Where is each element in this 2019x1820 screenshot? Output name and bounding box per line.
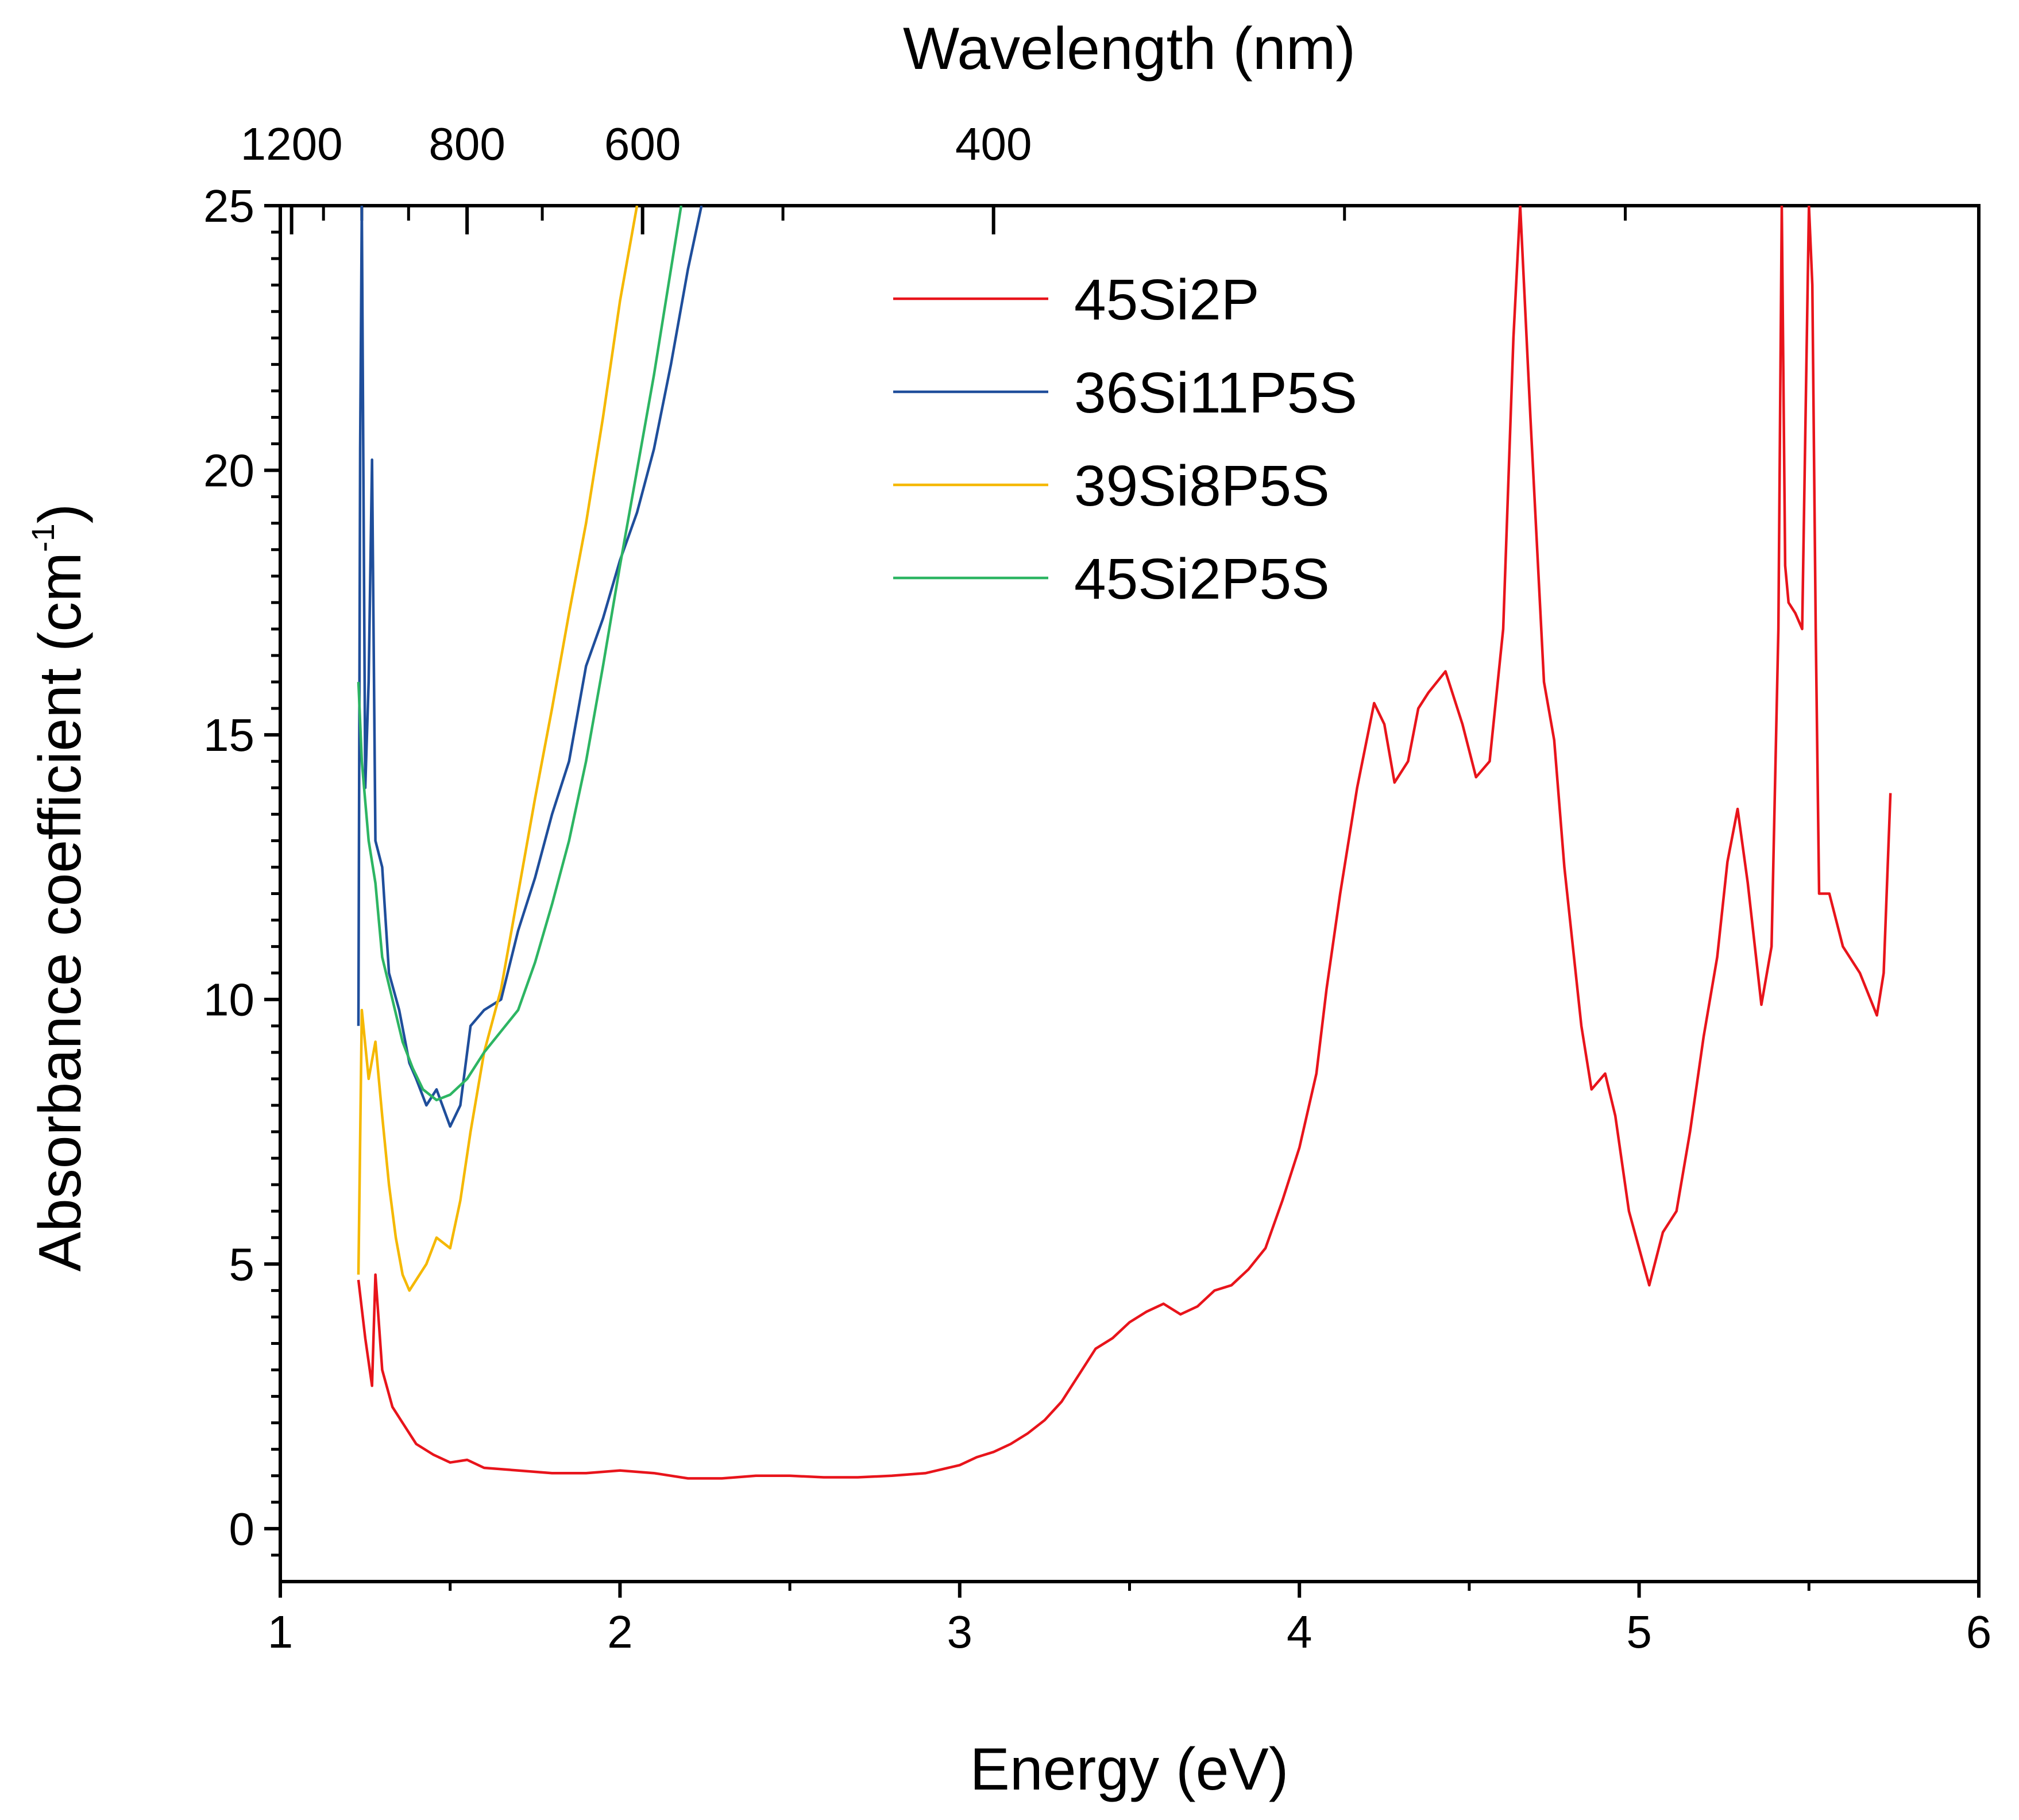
legend-label: 45Si2P5S: [1074, 547, 1330, 611]
legend-label: 36Si11P5S: [1074, 361, 1357, 425]
y-axis-title-close: ): [27, 504, 94, 524]
y-tick-label: 5: [229, 1239, 255, 1290]
legend-label: 45Si2P: [1074, 268, 1259, 332]
y-tick-label: 15: [203, 710, 254, 761]
y-tick-label: 25: [203, 180, 254, 232]
legend: 45Si2P 36Si11P5S 39Si8P5S 45Si2P5S: [893, 268, 1357, 611]
top-tick-label: 600: [604, 118, 681, 169]
x-axis-title: Energy (eV): [970, 1736, 1289, 1803]
x-tick-label: 1: [268, 1606, 294, 1657]
y-axis-title: Absorbance coefficient (cm-1): [25, 504, 94, 1272]
y-tick-label: 20: [203, 445, 254, 496]
top-tick-label: 1200: [241, 118, 343, 169]
x-tick-label: 2: [607, 1606, 633, 1657]
y-axis-title-main: Absorbance coefficient (cm: [27, 552, 94, 1271]
series-group: [357, 206, 1892, 1480]
x-tick-label: 5: [1626, 1606, 1652, 1657]
series-line-45Si2P5S: [357, 206, 683, 1102]
top-tick-label: 400: [955, 118, 1032, 169]
x-tick-label: 6: [1966, 1606, 1992, 1657]
legend-label: 39Si8P5S: [1074, 454, 1330, 518]
x-tick-label: 3: [947, 1606, 973, 1657]
series-line-39Si8P5S: [357, 206, 639, 1292]
series-line-45Si2P: [357, 206, 1892, 1480]
y-axis-ticks: 0 5 10 15 20 25: [203, 180, 280, 1557]
x-tick-label: 4: [1287, 1606, 1312, 1657]
top-axis-title: Wavelength (nm): [903, 16, 1356, 82]
y-tick-label: 10: [203, 974, 254, 1025]
series-line-36Si11P5S: [357, 206, 703, 1128]
top-tick-label: 800: [428, 118, 505, 169]
x-axis-ticks: 1 2 3 4 5 6: [268, 1582, 1992, 1657]
y-tick-label: 0: [229, 1503, 255, 1555]
top-axis-ticks: 1200 800 600 400: [241, 118, 1627, 234]
y-axis-title-sup: -1: [25, 523, 61, 552]
